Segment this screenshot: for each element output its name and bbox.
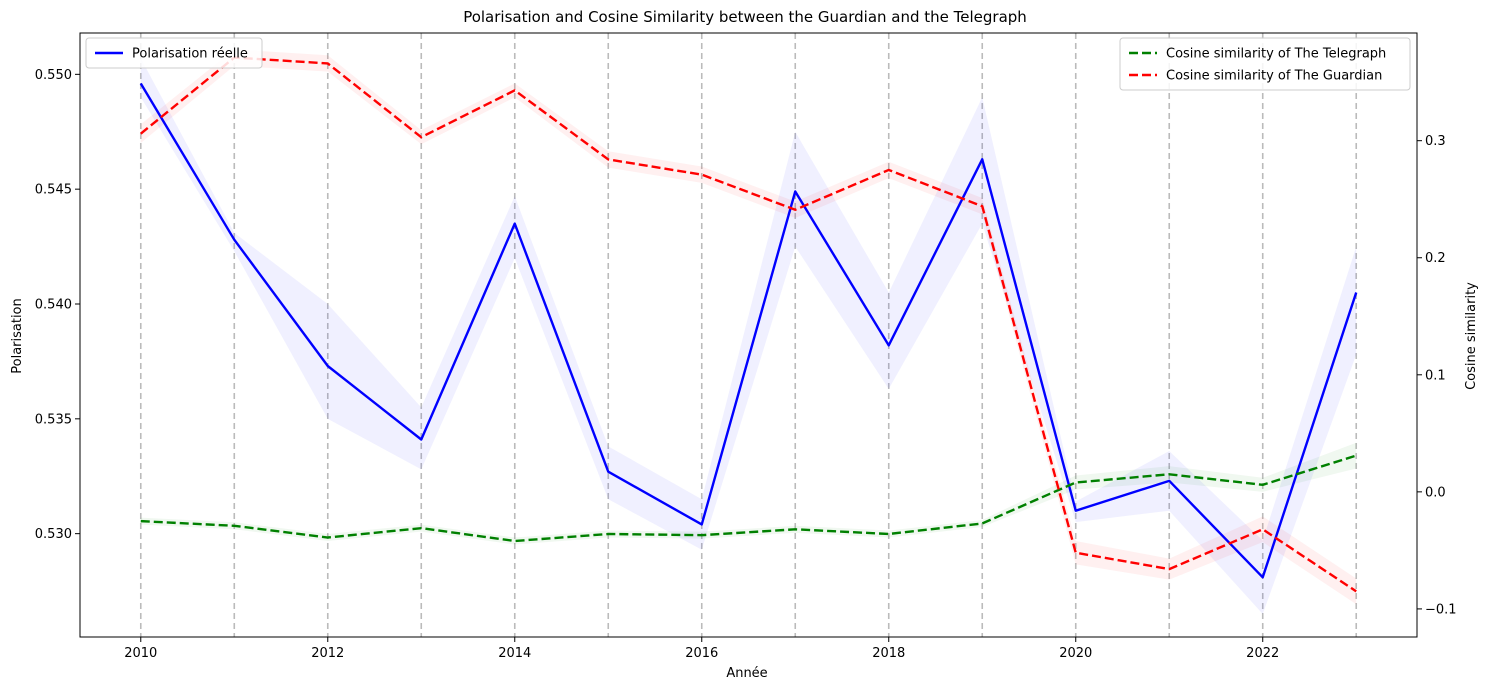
y-axis-label-right: Cosine similarity xyxy=(1464,282,1479,390)
x-tick-label: 2018 xyxy=(872,646,905,661)
x-tick-label: 2012 xyxy=(311,646,344,661)
y-tick-label-left: 0.535 xyxy=(35,412,72,427)
series-line-2 xyxy=(140,56,1357,593)
y-tick-label-left: 0.540 xyxy=(35,297,72,312)
y-tick-label-left: 0.550 xyxy=(35,68,72,83)
y-tick-label-left: 0.530 xyxy=(35,527,72,542)
legend-right: Cosine similarity of The Telegraph Cosine… xyxy=(1119,37,1411,91)
band-0 xyxy=(140,58,1357,615)
legend-box xyxy=(1119,37,1411,91)
plot-frame xyxy=(79,32,1418,638)
x-tick-label: 2020 xyxy=(1059,646,1092,661)
y-axis-right: −0.1 0.0 0.1 0.2 0.3 xyxy=(1417,134,1457,617)
x-tick-label: 2014 xyxy=(498,646,531,661)
x-axis-label: Année xyxy=(726,666,767,681)
x-axis: 2010 2012 2014 2016 2018 2020 2022 xyxy=(124,637,1279,661)
y-axis-left: 0.530 0.535 0.540 0.545 0.550 xyxy=(35,68,80,542)
x-tick-label: 2022 xyxy=(1246,646,1279,661)
series-line-1 xyxy=(140,454,1357,543)
y-tick-label-right: −0.1 xyxy=(1425,602,1457,617)
legend-label: Cosine similarity of The Guardian xyxy=(1166,69,1382,84)
legend-box xyxy=(85,37,263,69)
y-tick-label-right: 0.1 xyxy=(1425,368,1446,383)
y-axis-label-left: Polarisation xyxy=(10,298,25,374)
confidence-bands xyxy=(140,49,1357,615)
vertical-grid xyxy=(139,33,1358,637)
y-tick-label-left: 0.545 xyxy=(35,183,72,198)
legend-label: Cosine similarity of The Telegraph xyxy=(1166,47,1386,62)
y-tick-label-right: 0.3 xyxy=(1425,134,1446,149)
band-2 xyxy=(140,49,1357,605)
y-tick-label-right: 0.0 xyxy=(1425,485,1446,500)
legend-left: Polarisation réelle xyxy=(85,37,263,69)
series-lines xyxy=(139,56,1358,593)
x-tick-label: 2010 xyxy=(124,646,157,661)
x-tick-label: 2016 xyxy=(685,646,718,661)
legend-label: Polarisation réelle xyxy=(132,47,248,62)
chart-title: Polarisation and Cosine Similarity betwe… xyxy=(463,8,1027,26)
series-line-0 xyxy=(139,82,1358,579)
y-tick-label-right: 0.2 xyxy=(1425,251,1446,266)
